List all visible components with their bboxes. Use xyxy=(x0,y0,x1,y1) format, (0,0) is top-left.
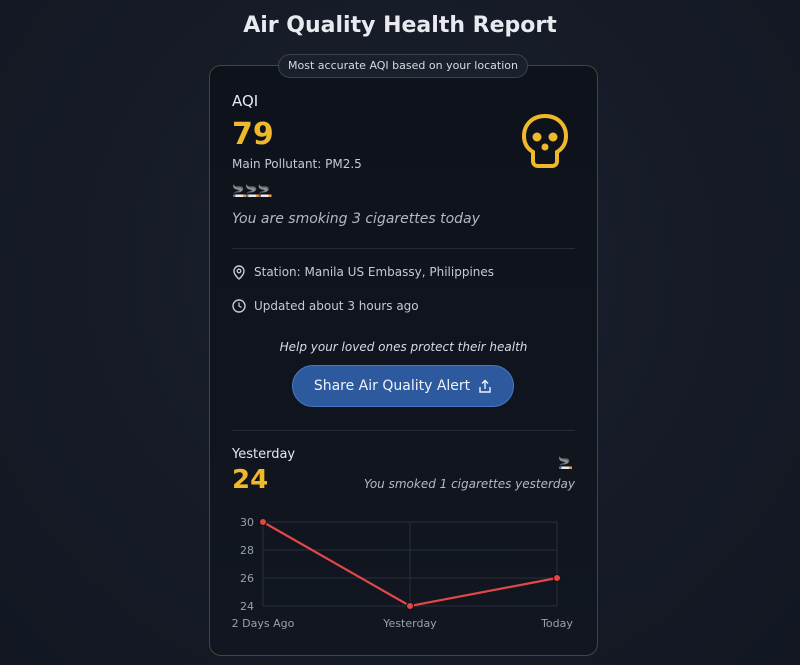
aqi-trend-chart: 30 28 26 24 2 Days Ago Yesterday Today xyxy=(232,516,574,630)
share-icon xyxy=(479,379,491,393)
yesterday-aqi-value: 24 xyxy=(232,465,269,495)
cigarette-icons: 🚬🚬🚬 xyxy=(232,184,273,198)
station-text: Station: Manila US Embassy, Philippines xyxy=(254,265,495,279)
yesterday-label: Yesterday xyxy=(232,447,296,462)
divider xyxy=(232,430,575,431)
cigarette-icon: 🚬 xyxy=(558,456,573,470)
y-tick-label: 30 xyxy=(240,516,254,529)
smoking-text: You are smoking 3 cigarettes today xyxy=(232,211,480,227)
location-pin-icon xyxy=(233,265,245,280)
main-pollutant: Main Pollutant: PM2.5 xyxy=(232,157,362,171)
aqi-label: AQI xyxy=(232,92,259,110)
x-tick-label: Yesterday xyxy=(382,617,437,630)
y-tick-label: 26 xyxy=(240,572,254,585)
share-prompt: Help your loved ones protect their healt… xyxy=(279,340,528,354)
x-tick-label: 2 Days Ago xyxy=(232,617,295,630)
clock-icon xyxy=(232,299,246,313)
share-button-label: Share Air Quality Alert xyxy=(313,378,471,394)
data-point xyxy=(406,602,414,610)
smoked-yesterday-text: You smoked 1 cigarettes yesterday xyxy=(363,477,575,491)
y-tick-label: 28 xyxy=(240,544,254,557)
skull-icon xyxy=(521,113,569,168)
page-title: Air Quality Health Report xyxy=(243,13,557,38)
aqi-value: 79 xyxy=(232,117,274,152)
y-tick-label: 24 xyxy=(240,600,254,613)
divider xyxy=(232,248,575,249)
data-point xyxy=(259,518,267,526)
location-accuracy-badge: Most accurate AQI based on your location xyxy=(278,54,528,78)
share-alert-button[interactable]: Share Air Quality Alert xyxy=(292,365,514,407)
updated-text: Updated about 3 hours ago xyxy=(254,299,419,313)
data-point xyxy=(553,574,561,582)
x-tick-label: Today xyxy=(540,617,573,630)
